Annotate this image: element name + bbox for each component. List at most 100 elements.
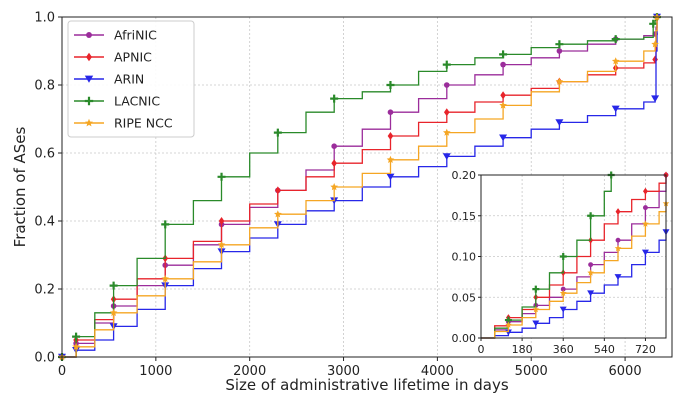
inset-y-tick-label: 0.00 <box>452 332 477 345</box>
data-point-ripe-ncc <box>109 308 118 316</box>
inset-y-tick-label: 0.15 <box>452 210 477 223</box>
legend-item-afrinic: AfriNIC <box>74 28 157 43</box>
legend-box <box>67 20 195 138</box>
y-tick-label: 0.6 <box>34 147 55 162</box>
inset-series-group <box>481 171 670 339</box>
x-tick-label: 5000 <box>515 364 548 379</box>
inset-x-tick-label: 720 <box>635 343 656 356</box>
y-tick-label: 1.0 <box>34 11 55 26</box>
inset-data-point-arin <box>614 274 622 281</box>
inset-series-line-arin <box>481 232 667 339</box>
data-point-ripe-ncc <box>499 101 507 109</box>
legend-marker-apnic <box>86 52 92 62</box>
inset-data-point-ripe-ncc <box>587 269 594 276</box>
inset-data-point-arin <box>641 249 649 256</box>
legend-marker-ripe-ncc <box>85 118 93 127</box>
data-point-lacnic <box>330 94 339 103</box>
x-tick-label: 1000 <box>139 364 172 379</box>
data-point-apnic <box>387 132 394 140</box>
data-point-afrinic <box>556 48 563 54</box>
inset-data-point-afrinic <box>560 286 566 292</box>
data-point-lacnic <box>649 19 658 28</box>
data-point-ripe-ncc <box>555 77 564 85</box>
data-point-lacnic <box>273 128 282 137</box>
inset-series-line-afrinic <box>481 175 667 339</box>
data-point-lacnic <box>499 50 508 59</box>
data-point-ripe-ncc <box>330 183 338 191</box>
inset-data-point-ripe-ncc <box>642 220 649 227</box>
inset-data-point-afrinic <box>615 237 621 243</box>
main-ticks: 0 1000 2000 3000 4000 5000 6000 0.0 0.2 0.4 0.6 0.8… <box>34 11 641 380</box>
inset-y-tick-label: 0.10 <box>452 251 477 264</box>
inset-data-point-ripe-ncc <box>505 321 512 328</box>
data-point-apnic <box>275 186 281 195</box>
legend-marker-lacnic <box>84 96 94 106</box>
data-point-afrinic <box>443 82 450 88</box>
legend-item-arin: ARIN <box>74 72 144 87</box>
data-point-arin <box>611 105 620 113</box>
inset-data-point-ripe-ncc <box>614 244 622 252</box>
data-point-arin <box>555 119 564 126</box>
inset-data-point-lacnic <box>532 285 540 293</box>
inset-data-point-ripe-ncc <box>559 289 567 296</box>
x-axis-label: Size of administrative lifetime in days <box>225 376 508 394</box>
inset-data-point-lacnic <box>587 212 595 220</box>
inset-data-point-lacnic <box>559 253 567 260</box>
data-point-ripe-ncc <box>72 342 80 350</box>
data-point-lacnic <box>161 220 170 229</box>
legend-marker-arin <box>84 75 94 83</box>
data-point-lacnic <box>386 81 395 89</box>
inset-x-tick-label: 0 <box>478 343 485 356</box>
data-point-lacnic <box>555 40 564 49</box>
data-point-lacnic <box>442 60 451 69</box>
inset-chart: 0 180 360 540 720 0.00 0.05 0.10 0.15 0.20 <box>452 169 670 356</box>
inset-x-tick-label: 540 <box>594 343 615 356</box>
x-tick-label: 3000 <box>327 364 360 379</box>
x-tick-label: 6000 <box>609 364 642 379</box>
legend: AfriNIC APNIC ARIN LACNIC RIPE NCC <box>67 20 195 138</box>
series-line-ripe-ncc <box>62 17 658 358</box>
data-point-arin <box>442 153 451 160</box>
data-point-apnic <box>500 91 506 100</box>
legend-label: APNIC <box>114 50 152 65</box>
legend-label: RIPE NCC <box>114 116 173 131</box>
inset-data-point-arin <box>532 320 540 327</box>
inset-y-tick-label: 0.20 <box>452 169 477 182</box>
data-point-ripe-ncc <box>651 40 659 48</box>
legend-item-apnic: APNIC <box>74 50 152 65</box>
data-point-ripe-ncc <box>386 155 395 163</box>
inset-data-point-ripe-ncc <box>532 306 540 313</box>
inset-data-point-apnic <box>615 208 621 216</box>
data-point-ripe-ncc <box>611 57 620 65</box>
legend-label: LACNIC <box>114 94 160 109</box>
y-tick-label: 0.2 <box>34 283 55 298</box>
data-point-apnic <box>331 159 337 168</box>
data-point-ripe-ncc <box>161 274 169 282</box>
data-point-lacnic <box>611 35 620 44</box>
y-tick-label: 0.4 <box>34 215 55 230</box>
inset-data-point-afrinic <box>588 262 594 268</box>
data-point-lacnic <box>109 281 118 290</box>
data-point-apnic <box>443 108 450 117</box>
inset-x-tick-label: 360 <box>553 343 574 356</box>
data-point-afrinic <box>387 109 394 115</box>
legend-label: ARIN <box>114 72 144 87</box>
legend-item-lacnic: LACNIC <box>74 94 160 109</box>
legend-label: AfriNIC <box>114 28 157 43</box>
data-point-lacnic <box>217 172 226 181</box>
inset-data-point-apnic <box>642 187 648 195</box>
y-tick-label: 0.0 <box>34 351 55 366</box>
data-point-arin <box>386 173 395 181</box>
x-tick-label: 4000 <box>421 364 454 379</box>
inset-data-point-arin <box>559 306 567 313</box>
inset-series-line-ripe-ncc <box>481 203 667 339</box>
legend-item-ripe-ncc: RIPE NCC <box>74 116 173 131</box>
main-plot-frame <box>61 16 673 358</box>
data-point-ripe-ncc <box>274 210 282 218</box>
data-point-ripe-ncc <box>443 128 451 136</box>
y-tick-label: 0.8 <box>34 79 55 94</box>
main-series-group <box>58 13 661 361</box>
data-point-afrinic <box>331 143 337 149</box>
inset-y-tick-label: 0.05 <box>452 291 477 304</box>
